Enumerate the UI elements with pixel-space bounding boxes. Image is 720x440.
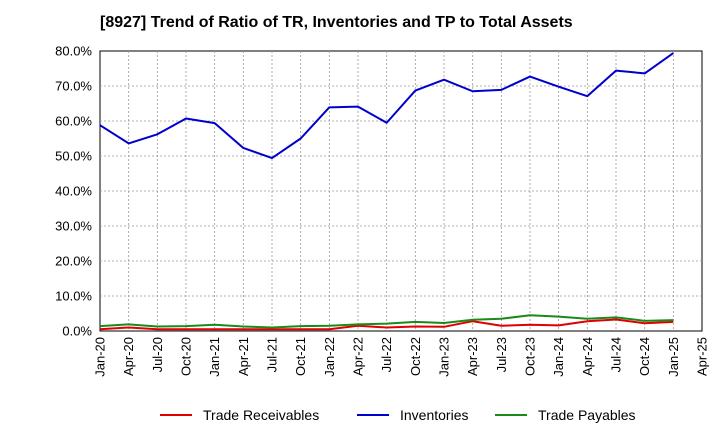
series-line-inventories: [99, 52, 674, 160]
x-tick-label: Oct-24: [637, 337, 652, 376]
x-tick-label: Jan-23: [437, 337, 452, 377]
x-tick-label: Apr-20: [121, 337, 136, 376]
legend-label-inventories: Inventories: [400, 407, 468, 423]
y-tick-label: 20.0%: [55, 254, 92, 269]
y-tick-label: 50.0%: [55, 149, 92, 164]
x-tick-label: Jan-20: [93, 337, 108, 377]
y-tick-label: 60.0%: [55, 114, 92, 129]
x-tick-label: Jan-22: [322, 337, 337, 377]
y-tick-label: 80.0%: [55, 44, 92, 59]
x-tick-label: Apr-24: [580, 337, 595, 376]
y-tick-label: 40.0%: [55, 184, 92, 199]
y-tick-label: 70.0%: [55, 79, 92, 94]
chart-title: [8927] Trend of Ratio of TR, Inventories…: [100, 14, 573, 31]
legend: Trade Receivables Inventories Trade Payabl…: [160, 407, 636, 423]
x-tick-label: Apr-21: [236, 337, 251, 376]
legend-label-trade-receivables: Trade Receivables: [203, 407, 319, 423]
x-tick-label: Jul-22: [379, 337, 394, 372]
y-tick-label: 10.0%: [55, 289, 92, 304]
plot-area: 0.0% 10.0% 20.0% 30.0% 40.0% 50.0% 60.0% 70.0% 8…: [55, 44, 709, 377]
x-tick-label: Jul-21: [265, 337, 280, 372]
y-tick-label: 0.0%: [62, 324, 92, 339]
x-tick-label: Oct-20: [179, 337, 194, 376]
x-tick-label: Oct-22: [408, 337, 423, 376]
x-tick-label: Jul-20: [150, 337, 165, 372]
x-tick-label: Apr-25: [695, 337, 710, 376]
x-tick-label: Jan-21: [207, 337, 222, 377]
x-tick-label: Jan-24: [551, 337, 566, 377]
legend-label-trade-payables: Trade Payables: [538, 407, 636, 423]
x-tick-label: Jul-24: [609, 337, 624, 372]
x-tick-label: Jul-23: [494, 337, 509, 372]
x-tick-label: Oct-23: [523, 337, 538, 376]
x-tick-label: Oct-21: [293, 337, 308, 376]
x-tick-label: Apr-23: [465, 337, 480, 376]
x-tick-label: Apr-22: [351, 337, 366, 376]
series-line-trade-receivables: [99, 318, 674, 331]
x-tick-label: Jan-25: [666, 337, 681, 377]
series-line-trade-payables: [99, 314, 674, 329]
y-tick-label: 30.0%: [55, 219, 92, 234]
